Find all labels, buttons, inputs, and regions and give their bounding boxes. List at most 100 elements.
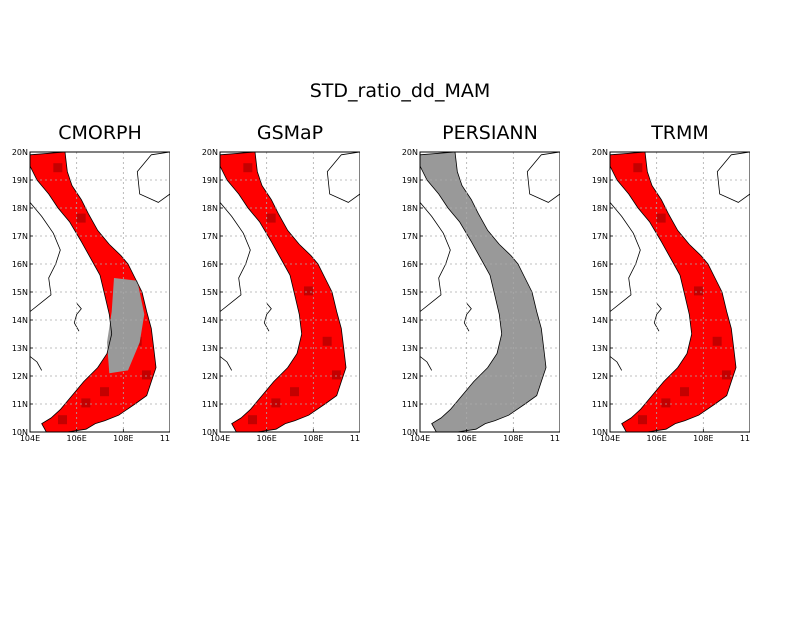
coastline bbox=[30, 152, 157, 432]
lat-tick-label: 10N bbox=[402, 428, 418, 437]
lat-tick-label: 12N bbox=[402, 372, 418, 381]
lat-tick-label: 16N bbox=[402, 260, 418, 269]
lat-tick-label: 10N bbox=[202, 428, 218, 437]
map-layer bbox=[610, 152, 750, 432]
land-fill bbox=[420, 152, 546, 432]
ratio-cell bbox=[266, 213, 276, 223]
lat-tick-label: 17N bbox=[592, 232, 608, 241]
ratio-cell bbox=[722, 370, 731, 380]
lat-tick-label: 13N bbox=[12, 344, 28, 353]
panel-title: CMORPH bbox=[58, 122, 142, 144]
panel-trmm: TRMM 20N 19N 18N 17N 16N 15N 14N 13N 12N 11N 10N 10… bbox=[590, 122, 750, 452]
lon-tick-label: 110E bbox=[550, 434, 560, 443]
lat-tick-label: 13N bbox=[402, 344, 418, 353]
lon-tick-label: 108E bbox=[503, 434, 523, 443]
ratio-fill bbox=[220, 152, 346, 432]
lat-tick-label: 11N bbox=[402, 400, 418, 409]
lat-tick-label: 13N bbox=[202, 344, 218, 353]
lat-tick-label: 19N bbox=[402, 176, 418, 185]
gray-patch bbox=[107, 278, 145, 374]
coastline bbox=[220, 152, 347, 432]
lat-tick-label: 17N bbox=[12, 232, 28, 241]
lat-tick-label: 13N bbox=[592, 344, 608, 353]
lon-tick-label: 106E bbox=[647, 434, 667, 443]
lat-tick-label: 18N bbox=[592, 204, 608, 213]
border-line bbox=[73, 302, 82, 332]
ratio-cell bbox=[271, 398, 281, 408]
ratio-cell bbox=[76, 213, 86, 223]
border-line bbox=[463, 302, 472, 332]
lon-tick-label: 106E bbox=[257, 434, 277, 443]
panel-title: TRMM bbox=[651, 122, 709, 144]
ratio-cell bbox=[638, 415, 647, 425]
lon-tick-label: 110E bbox=[740, 434, 750, 443]
coastline bbox=[420, 152, 547, 432]
panel-title: PERSIANN bbox=[442, 122, 538, 144]
lat-tick-label: 20N bbox=[202, 148, 218, 157]
coastline bbox=[610, 152, 737, 432]
lat-tick-label: 12N bbox=[12, 372, 28, 381]
border-line bbox=[653, 302, 662, 332]
lon-tick-label: 104E bbox=[210, 434, 230, 443]
panel-persiann: PERSIANN 20N 19N 18N 17N 16N 15N 14N 13N 12N 11N 1… bbox=[400, 122, 560, 452]
lon-tick-label: 104E bbox=[600, 434, 620, 443]
ratio-cell bbox=[58, 415, 67, 425]
lat-tick-label: 15N bbox=[402, 288, 418, 297]
lat-tick-label: 12N bbox=[592, 372, 608, 381]
lat-tick-label: 15N bbox=[592, 288, 608, 297]
border-line bbox=[30, 202, 61, 312]
ratio-cell bbox=[248, 415, 257, 425]
border-line bbox=[263, 302, 272, 332]
lat-tick-label: 14N bbox=[402, 316, 418, 325]
ratio-cell bbox=[680, 387, 689, 397]
lon-tick-label: 106E bbox=[457, 434, 477, 443]
lat-tick-label: 14N bbox=[592, 316, 608, 325]
ratio-cell bbox=[712, 336, 722, 346]
lat-tick-label: 12N bbox=[202, 372, 218, 381]
border-line bbox=[610, 356, 623, 371]
lat-tick-label: 10N bbox=[12, 428, 28, 437]
lon-tick-label: 104E bbox=[20, 434, 40, 443]
hainan-outline bbox=[526, 152, 560, 203]
lat-tick-label: 19N bbox=[592, 176, 608, 185]
lat-tick-label: 16N bbox=[592, 260, 608, 269]
ratio-cell bbox=[81, 398, 91, 408]
lat-tick-label: 11N bbox=[12, 400, 28, 409]
lat-tick-label: 18N bbox=[12, 204, 28, 213]
lat-tick-label: 20N bbox=[402, 148, 418, 157]
hainan-outline bbox=[716, 152, 750, 203]
lat-tick-label: 14N bbox=[12, 316, 28, 325]
ratio-cell bbox=[290, 387, 299, 397]
lon-tick-label: 108E bbox=[303, 434, 323, 443]
ratio-cell bbox=[142, 370, 151, 380]
map-layer bbox=[30, 152, 170, 432]
figure-title: STD_ratio_dd_MAM bbox=[309, 80, 491, 102]
lat-tick-label: 15N bbox=[202, 288, 218, 297]
ratio-cell bbox=[661, 398, 671, 408]
lon-tick-label: 110E bbox=[160, 434, 170, 443]
border-line bbox=[30, 356, 43, 371]
ratio-cell bbox=[322, 336, 332, 346]
border-line bbox=[610, 202, 641, 312]
ratio-cell bbox=[304, 286, 313, 296]
ratio-cell bbox=[243, 163, 253, 173]
lat-tick-label: 14N bbox=[202, 316, 218, 325]
lat-tick-label: 15N bbox=[12, 288, 28, 297]
ratio-cell bbox=[656, 213, 666, 223]
lat-tick-label: 19N bbox=[202, 176, 218, 185]
ratio-fill bbox=[610, 152, 736, 432]
lon-tick-label: 108E bbox=[113, 434, 133, 443]
panel-cmorph: CMORPH 20N 19N 18N 17N 16N 15N 14N 13N 12N 11N 10N… bbox=[10, 122, 170, 452]
lat-tick-label: 17N bbox=[202, 232, 218, 241]
lon-tick-label: 106E bbox=[67, 434, 87, 443]
map-layer bbox=[220, 152, 360, 432]
panel-title: GSMaP bbox=[256, 122, 324, 144]
ratio-cell bbox=[100, 387, 109, 397]
ratio-cell bbox=[694, 286, 703, 296]
ratio-cell bbox=[633, 163, 643, 173]
lat-tick-label: 20N bbox=[12, 148, 28, 157]
